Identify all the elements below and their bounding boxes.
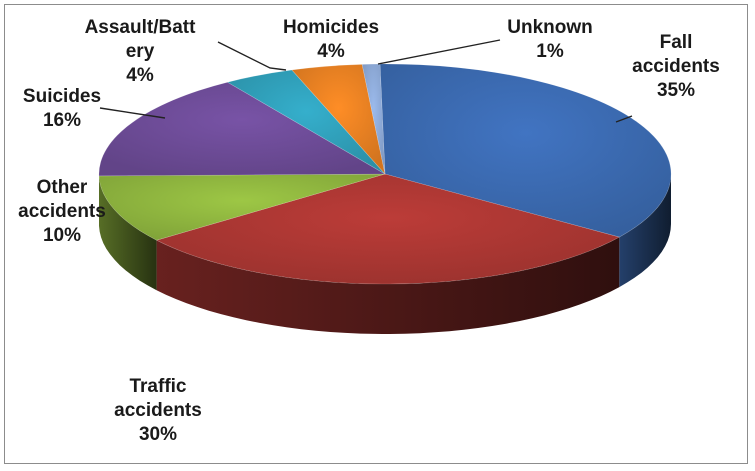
pie-side-1 (156, 237, 620, 334)
slice-label-line: 4% (317, 41, 345, 62)
slice-label-line: Suicides (23, 86, 101, 107)
leader-line-fall-accidents (615, 115, 633, 123)
slice-label-line: 4% (126, 65, 154, 86)
slice-label-line: 16% (43, 110, 81, 131)
slice-label-traffic-accidents: Traffic accidents 30% (114, 376, 202, 445)
slice-label-suicides: Suicides 16% (23, 86, 101, 131)
pie-slice-other-accidents (98, 173, 386, 241)
pie-side-2 (99, 175, 157, 291)
slice-label-line: Traffic (129, 376, 186, 397)
slice-label-line: 1% (536, 41, 564, 62)
slice-label-line: 35% (657, 80, 695, 101)
slice-label-line: accidents (632, 56, 720, 77)
slice-label-line: Homicides (283, 17, 379, 38)
slice-label-line: 30% (139, 424, 177, 445)
slice-label-fall-accidents: Fall accidents 35% (632, 32, 720, 101)
slice-label-line: Unknown (507, 17, 593, 38)
slice-label-unknown: Unknown 1% (507, 17, 593, 62)
slice-label-line: accidents (18, 201, 106, 222)
slice-label-line: ery (126, 41, 155, 62)
slice-label-assault-battery: Assault/Batt ery 4% (85, 17, 197, 86)
pie-slice-fall-accidents (379, 63, 672, 238)
pie-slice-traffic-accidents (155, 173, 621, 285)
pie-sides (99, 174, 671, 334)
pie-slice-suicides (98, 81, 387, 177)
slice-label-other-accidents: Other accidents 10% (18, 177, 106, 246)
slice-label-line: Other (37, 177, 88, 198)
leader-line-suicides (99, 107, 166, 119)
pie-side-0 (619, 174, 671, 288)
slice-label-homicides: Homicides 4% (283, 17, 379, 62)
leader-line-unknown (377, 39, 501, 65)
leader-lines (99, 39, 633, 123)
leader-line-assault-battery (217, 41, 287, 71)
slice-label-line: accidents (114, 400, 202, 421)
slice-label-line: Assault/Batt (85, 17, 197, 38)
slice-label-line: 10% (43, 225, 81, 246)
slice-label-line: Fall (660, 32, 693, 53)
pie-slice-homicides (291, 64, 386, 176)
pie-slice-assault-battery (226, 69, 386, 175)
slice-labels: Fall accidents 35% Traffic accidents 30% Other… (18, 17, 720, 445)
pie-slices (98, 63, 672, 285)
